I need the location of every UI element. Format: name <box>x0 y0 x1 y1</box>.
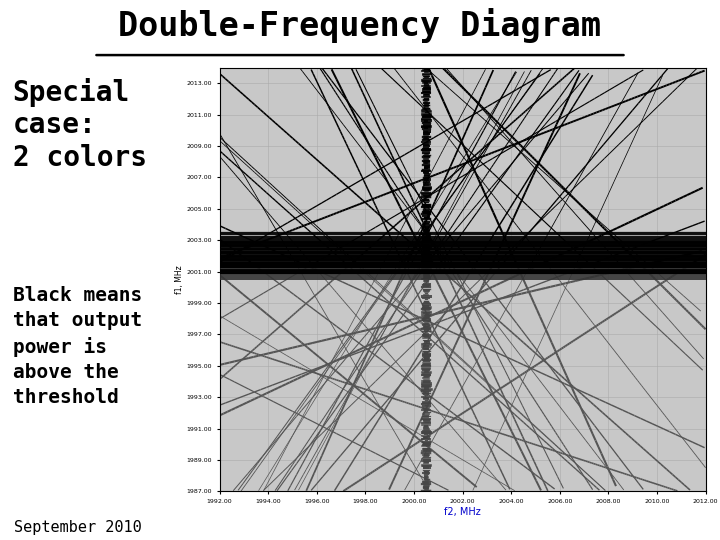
Y-axis label: f1, MHz: f1, MHz <box>174 265 184 294</box>
Text: September 2010: September 2010 <box>14 519 142 535</box>
Text: Black means
that output
power is
above the
threshold: Black means that output power is above t… <box>13 286 142 407</box>
X-axis label: f2, MHz: f2, MHz <box>444 507 481 517</box>
Text: Special
case:
2 colors: Special case: 2 colors <box>13 78 147 172</box>
Text: Double-Frequency Diagram: Double-Frequency Diagram <box>119 9 601 43</box>
